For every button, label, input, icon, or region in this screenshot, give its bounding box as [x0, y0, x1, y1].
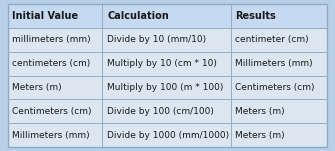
Text: Calculation: Calculation: [108, 11, 169, 21]
Bar: [8, 52, 102, 76]
Text: Meters (m): Meters (m): [235, 131, 285, 140]
Bar: [8, 76, 102, 99]
Text: millimeters (mm): millimeters (mm): [12, 35, 91, 44]
Text: Divide by 1000 (mm/1000): Divide by 1000 (mm/1000): [108, 131, 229, 140]
Bar: [8, 123, 102, 147]
Bar: [231, 52, 327, 76]
Text: Centimeters (cm): Centimeters (cm): [12, 107, 92, 116]
Text: Multiply by 10 (cm * 10): Multiply by 10 (cm * 10): [108, 59, 217, 68]
Bar: [102, 28, 231, 52]
Text: Divide by 10 (mm/10): Divide by 10 (mm/10): [108, 35, 207, 44]
Text: Millimeters (mm): Millimeters (mm): [235, 59, 313, 68]
Text: Multiply by 100 (m * 100): Multiply by 100 (m * 100): [108, 83, 224, 92]
Bar: [8, 28, 102, 52]
Bar: [102, 99, 231, 123]
Bar: [102, 76, 231, 99]
Bar: [8, 99, 102, 123]
Text: Meters (m): Meters (m): [12, 83, 62, 92]
Bar: [8, 4, 102, 28]
Text: centimeters (cm): centimeters (cm): [12, 59, 90, 68]
Bar: [231, 123, 327, 147]
Bar: [231, 28, 327, 52]
Text: Millimeters (mm): Millimeters (mm): [12, 131, 90, 140]
Text: Results: Results: [235, 11, 276, 21]
Bar: [102, 123, 231, 147]
Text: Centimeters (cm): Centimeters (cm): [235, 83, 315, 92]
Bar: [231, 4, 327, 28]
Bar: [102, 52, 231, 76]
Text: Initial Value: Initial Value: [12, 11, 78, 21]
Text: Meters (m): Meters (m): [235, 107, 285, 116]
Text: Divide by 100 (cm/100): Divide by 100 (cm/100): [108, 107, 214, 116]
Bar: [231, 99, 327, 123]
Text: centimeter (cm): centimeter (cm): [235, 35, 309, 44]
Bar: [102, 4, 231, 28]
Bar: [231, 76, 327, 99]
